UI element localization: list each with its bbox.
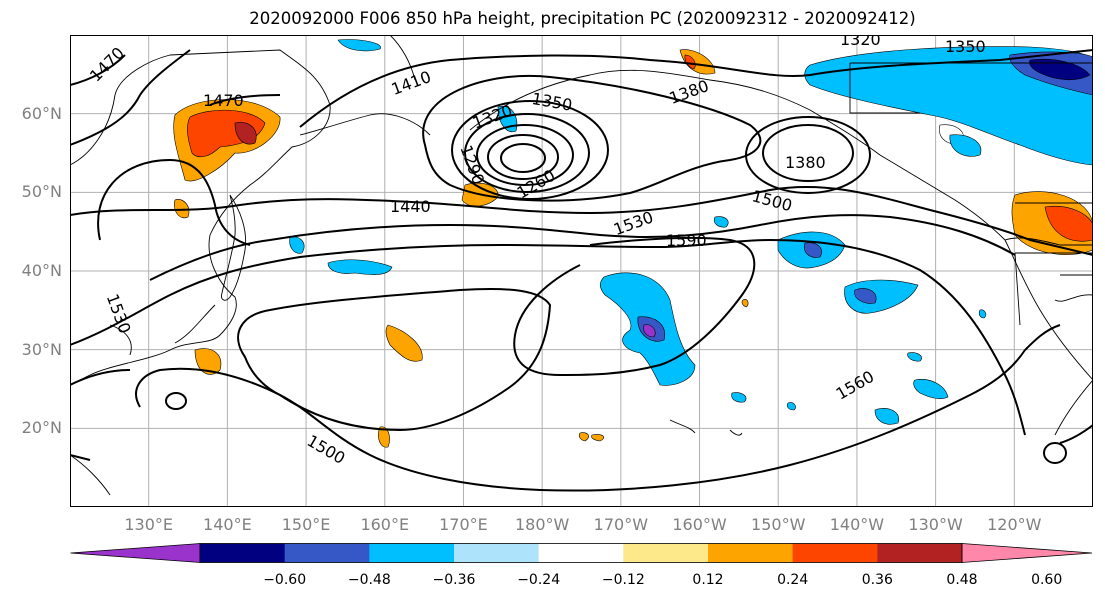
colorbar-tick-label: 0.12 (692, 572, 724, 588)
precip-positive-area (194, 348, 222, 375)
latitude-label: 40°N (21, 261, 62, 280)
longitude-label: 170°W (593, 515, 649, 534)
precip-negative-area (978, 309, 987, 319)
precip-positive-area (1044, 205, 1093, 242)
precip-negative-area (804, 46, 1093, 166)
longitude-label: 130°E (124, 515, 174, 534)
colorbar-segment (623, 543, 709, 563)
precip-positive-area (385, 324, 423, 362)
precip-negative-area (949, 134, 982, 157)
precip-positive-area (684, 54, 696, 70)
colorbar (70, 543, 1093, 563)
colorbar-tick-label: 0.48 (946, 572, 978, 588)
latitude-label: 50°N (21, 182, 62, 202)
colorbar-segment (877, 543, 963, 563)
longitude-label: 160°W (672, 515, 727, 534)
colorbar-tick-label: 0.36 (861, 572, 893, 588)
precip-positive-area (591, 434, 604, 442)
precip-negative-area (337, 39, 381, 52)
contour-label: 1590 (666, 231, 707, 250)
precip-negative-area (874, 408, 900, 425)
contour-label: 1320 (840, 35, 881, 49)
map-canvas: 1470 1470 1410 1350 1320 1320 1350 1380 … (70, 35, 1093, 507)
map-panel: 1470 1470 1410 1350 1320 1320 1350 1380 … (70, 35, 1093, 507)
precip-negative-area (643, 324, 656, 338)
precip-negative-area (854, 288, 877, 304)
precip-negative-area (804, 242, 822, 258)
longitude-label: 150°W (751, 515, 806, 534)
contour-label: 1350 (945, 37, 986, 56)
precip-positive-area (741, 299, 749, 308)
longitude-label: 140°W (829, 515, 885, 534)
colorbar-segment (284, 543, 370, 563)
precip-positive-area (378, 426, 390, 448)
longitude-label: 130°W (908, 515, 963, 534)
political-boundaries (849, 62, 1093, 326)
precip-positive-area (234, 122, 257, 145)
latitude-label: 30°N (21, 339, 62, 359)
colorbar-segment (454, 543, 540, 563)
colorbar-tick-label: −0.48 (347, 572, 391, 588)
longitude-label: 150°E (281, 515, 331, 534)
height-contours (70, 49, 1093, 492)
colorbar-segment (792, 543, 878, 563)
precip-positive-area (187, 109, 266, 158)
colorbar-tick-label: 0.24 (777, 572, 809, 588)
colorbar-frame (199, 543, 963, 563)
colorbar-segment (200, 543, 286, 563)
colorbar-tick-label: −0.24 (517, 572, 561, 588)
colorbar-tick-label: −0.12 (601, 572, 645, 588)
colorbar-extension-min (70, 543, 201, 563)
colorbar-tick-label: 0.60 (1031, 572, 1063, 588)
colorbar-segment (369, 543, 455, 563)
precip-negative-area (731, 392, 747, 403)
latitude-label: 60°N (21, 103, 62, 123)
precip-negative-area (907, 352, 922, 362)
colorbar-tick-label: −0.60 (263, 572, 307, 588)
colorbar-segment (538, 543, 624, 563)
contour-label: 1440 (390, 197, 431, 216)
coastlines (70, 35, 1093, 496)
precip-negative-area (289, 236, 305, 254)
contour-label: 1380 (785, 153, 826, 172)
longitude-label: 180°W (514, 515, 570, 534)
map-frame (70, 35, 1093, 507)
colorbar-tick-label: −0.36 (432, 572, 476, 588)
map-title: 2020092000 F006 850 hPa height, precipit… (249, 9, 916, 28)
precip-negative-area (913, 379, 949, 399)
precip-positive-area (578, 432, 589, 442)
precip-negative-area (1029, 59, 1091, 81)
colorbar-segment (708, 543, 794, 563)
longitude-label: 140°E (203, 515, 252, 534)
precip-negative-area (327, 259, 393, 275)
longitude-label: 170°E (439, 515, 488, 534)
precip-negative-area (786, 402, 796, 411)
latitude-label: 20°N (21, 418, 62, 438)
longitude-label: 120°W (987, 515, 1042, 534)
colorbar-extension-max (961, 543, 1093, 563)
longitude-label: 160°E (360, 515, 410, 534)
precip-negative-area (713, 216, 729, 228)
contour-label: 1470 (203, 91, 244, 110)
